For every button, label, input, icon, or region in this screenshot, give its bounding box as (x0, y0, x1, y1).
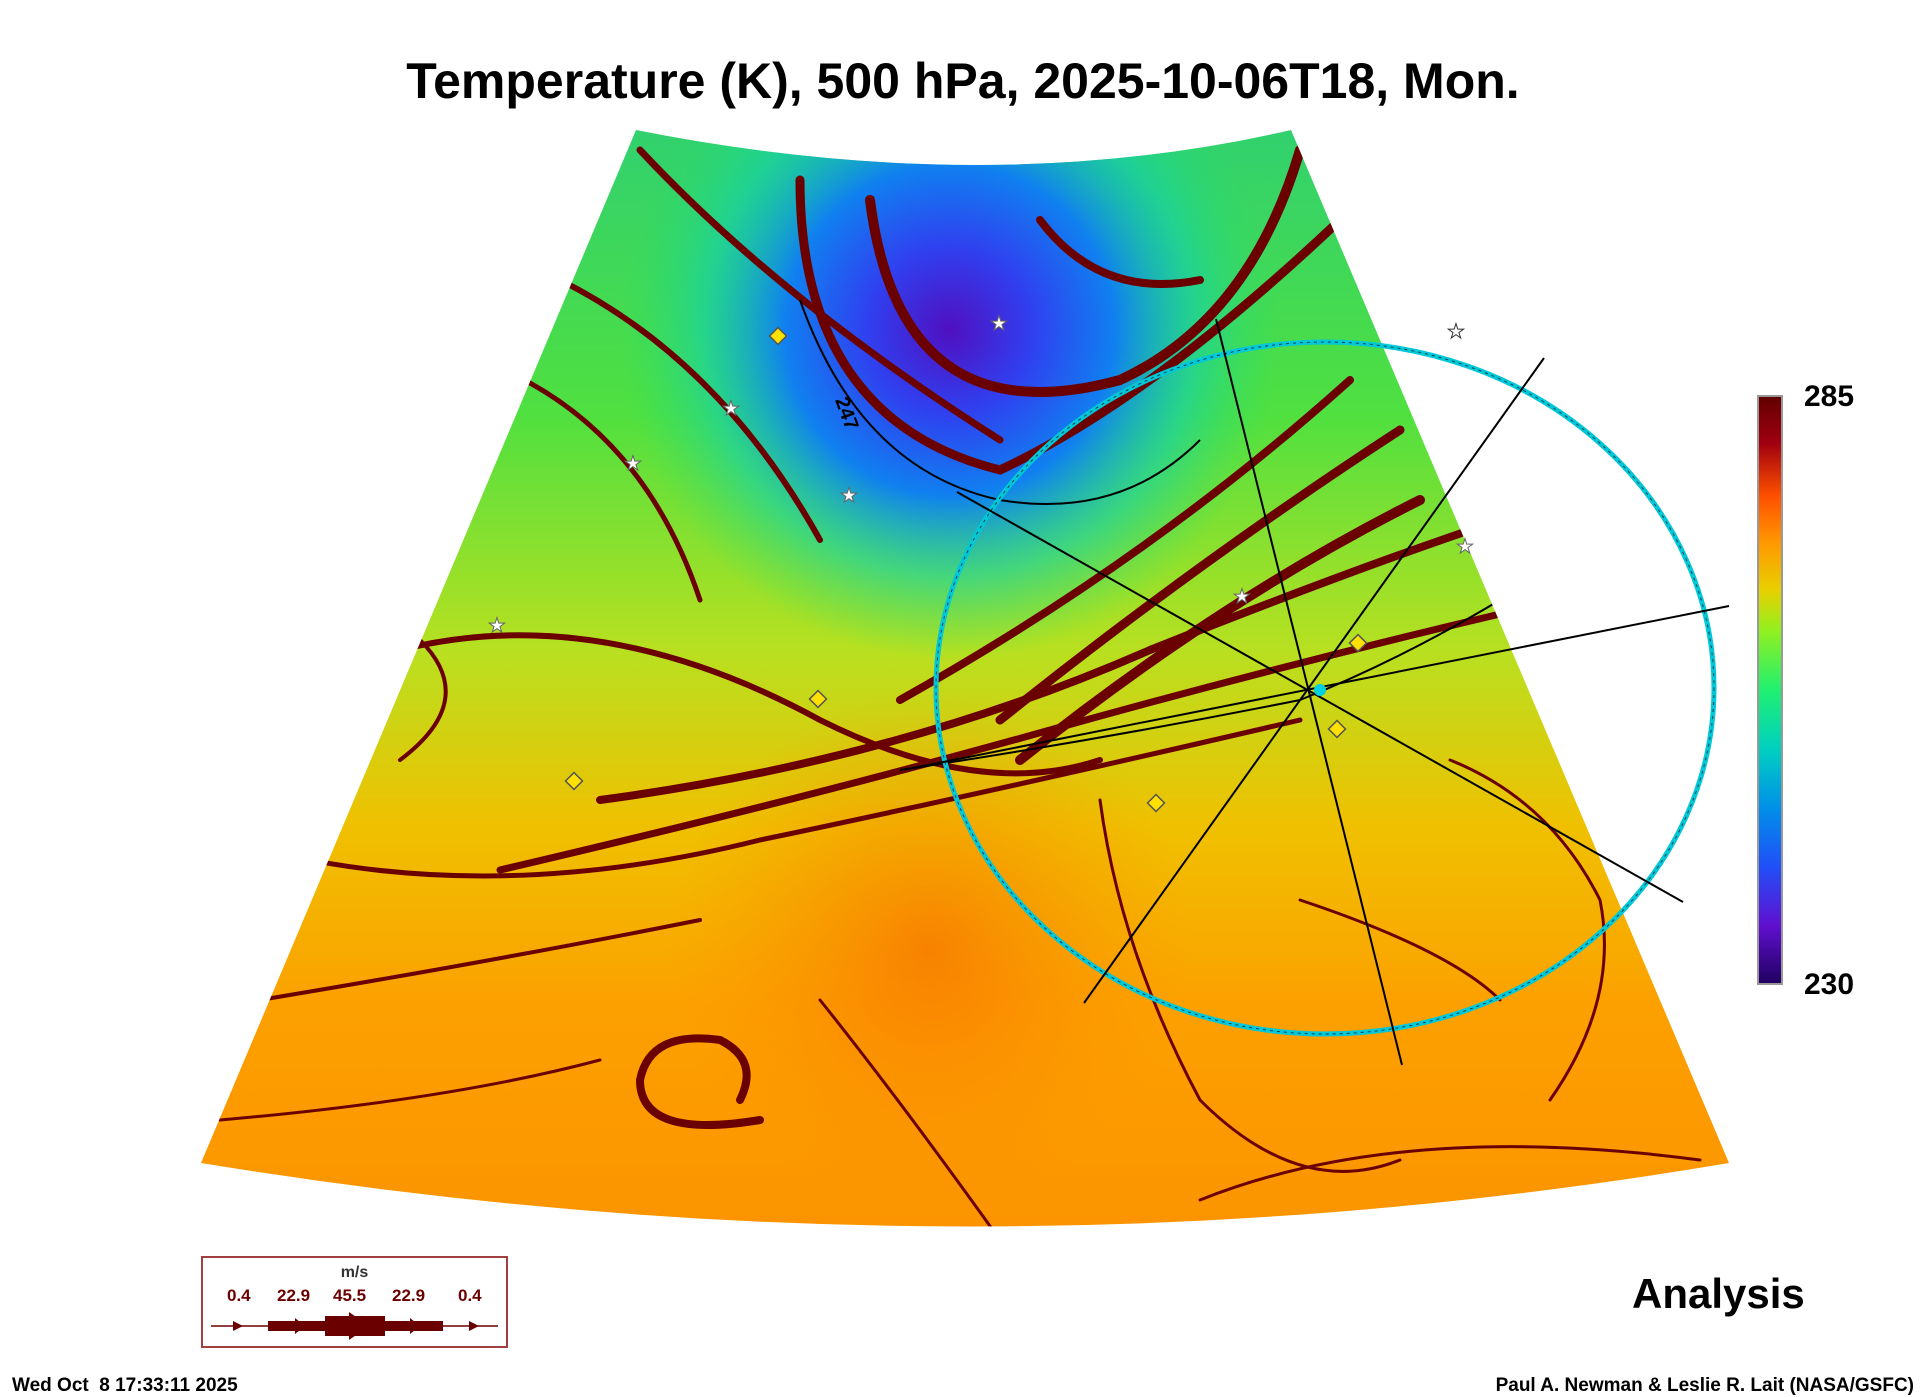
colorbar (1757, 395, 1783, 985)
timestamp: Wed Oct 8 17:33:11 2025 (12, 1375, 238, 1396)
chart-title: Temperature (K), 500 hPa, 2025-10-06T18,… (406, 53, 1520, 109)
analysis-label: Analysis (1632, 1270, 1805, 1317)
legend-value: 0.4 (458, 1286, 482, 1305)
svg-text:★: ★ (488, 615, 506, 637)
legend-value: 45.5 (333, 1286, 367, 1305)
svg-text:★: ★ (624, 453, 642, 475)
streamlines (218, 145, 1702, 1227)
legend-value: 22.9 (277, 1286, 311, 1305)
colorbar-max-label: 285 (1804, 380, 1855, 413)
svg-text:★: ★ (990, 313, 1008, 335)
legend-unit: m/s (340, 1264, 369, 1281)
svg-text:★: ★ (722, 398, 740, 420)
svg-text:★: ★ (1447, 321, 1465, 343)
contour-line (899, 599, 1501, 771)
ring-overlay (907, 318, 1730, 1066)
svg-text:★: ★ (840, 485, 858, 507)
svg-text:★: ★ (1233, 586, 1251, 608)
wind-speed-legend: m/s 0.4 22.9 45.5 22.9 0.4 (201, 1256, 508, 1348)
colorbar-min-label: 230 (1804, 968, 1855, 1001)
credit: Paul A. Newman & Leslie R. Lait (NASA/GS… (1495, 1375, 1914, 1396)
diamond-markers (564, 326, 1368, 813)
temperature-field (201, 130, 1729, 1227)
legend-arrow (211, 1312, 498, 1340)
station-markers: ★ ★ ★ ★ ★ ★ ★ ★ (488, 313, 1475, 638)
legend-value: 22.9 (392, 1286, 426, 1305)
legend-value: 0.4 (227, 1286, 251, 1305)
svg-text:★: ★ (1456, 536, 1474, 558)
